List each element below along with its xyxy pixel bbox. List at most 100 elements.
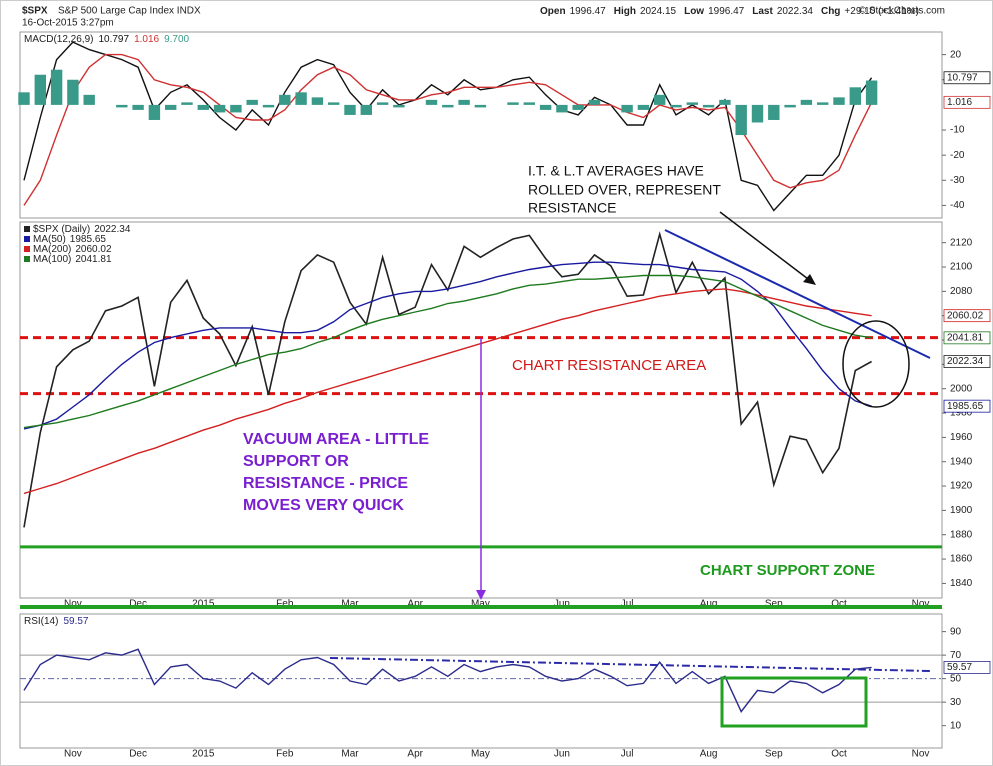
x-tick-label: Jul bbox=[621, 749, 634, 760]
annotation: MOVES VERY QUICK bbox=[243, 497, 404, 514]
histogram-bar bbox=[474, 104, 487, 108]
histogram-bar bbox=[116, 104, 128, 108]
stat-value: 1996.47 bbox=[570, 6, 607, 17]
y-tick-label: -20 bbox=[950, 150, 965, 161]
histogram-bar bbox=[327, 102, 340, 105]
x-tick-label: Oct bbox=[831, 599, 847, 610]
histogram-bar bbox=[670, 104, 682, 108]
y-tick-label: -40 bbox=[950, 200, 965, 211]
x-tick-label: 2015 bbox=[192, 749, 215, 760]
histogram-bar bbox=[164, 104, 177, 110]
histogram-bar bbox=[556, 104, 568, 113]
trend-line bbox=[664, 229, 931, 359]
histogram-bar bbox=[83, 94, 95, 105]
y-tick-label: 1880 bbox=[950, 529, 973, 540]
x-tick-label: Sep bbox=[765, 749, 783, 760]
x-tick-label: May bbox=[471, 599, 490, 610]
annotation: SUPPORT OR bbox=[243, 453, 349, 470]
series-line bbox=[23, 274, 872, 429]
value-tag-box bbox=[943, 71, 991, 85]
stat-value: 2024.15 bbox=[640, 6, 677, 17]
panel bbox=[19, 31, 943, 219]
legend-value: 1985.65 bbox=[70, 234, 107, 245]
y-tick-label: 1840 bbox=[950, 578, 973, 589]
histogram-bar bbox=[181, 102, 193, 105]
histogram-bar bbox=[442, 104, 454, 108]
legend: MA(50) 1985.65 bbox=[33, 234, 106, 245]
histogram-bar bbox=[458, 99, 470, 105]
annotations: I.T. & L.T AVERAGES HAVE ROLLED OVER, RE… bbox=[20, 163, 942, 728]
x-tick-label: Mar bbox=[341, 749, 359, 760]
y-tick-label: -30 bbox=[950, 175, 965, 186]
legend-swatch bbox=[24, 256, 30, 262]
legend-swatch bbox=[24, 236, 30, 242]
x-tick-label: Apr bbox=[407, 599, 423, 610]
value-tag: 2022.34 bbox=[947, 356, 984, 367]
x-tick-label: Apr bbox=[407, 749, 423, 760]
value-tag-box bbox=[943, 661, 991, 674]
x-tick-label: Jun bbox=[554, 749, 570, 760]
series-line bbox=[23, 648, 872, 713]
symbol: $SPX bbox=[22, 6, 48, 17]
arrow-head bbox=[476, 590, 486, 600]
series-line bbox=[23, 41, 873, 212]
value-tag: 2060.02 bbox=[947, 310, 984, 321]
histogram-bar bbox=[393, 104, 405, 108]
histogram-bar bbox=[67, 79, 79, 105]
stat-value: 2022.34 bbox=[777, 6, 814, 17]
histogram-bar bbox=[621, 104, 633, 113]
legend-value: 1.016 bbox=[134, 34, 159, 45]
x-tick-label: Aug bbox=[700, 749, 718, 760]
histogram-bar bbox=[751, 104, 764, 123]
histogram-bar bbox=[816, 102, 829, 105]
x-tick-label: Nov bbox=[64, 599, 82, 610]
histogram-bar bbox=[588, 99, 601, 105]
value-tag-box bbox=[943, 95, 991, 109]
annotation: I.T. & L.T AVERAGES HAVE bbox=[528, 163, 704, 179]
y-tick-label: 1980 bbox=[950, 408, 973, 419]
histogram-bar bbox=[311, 97, 324, 105]
x-tick-label: Sep bbox=[765, 599, 783, 610]
histogram-bar bbox=[653, 94, 666, 105]
histogram-bar bbox=[34, 74, 47, 105]
histogram-bar bbox=[132, 104, 144, 110]
histogram-bar bbox=[539, 104, 552, 110]
x-tick-label: Dec bbox=[129, 749, 147, 760]
stat-label: High bbox=[614, 6, 636, 17]
legend: $SPX (Daily) 2022.34 bbox=[33, 224, 131, 235]
legend: MA(100) 2041.81 bbox=[33, 254, 112, 265]
legend-name: MA(100) bbox=[33, 254, 71, 265]
y-tick-label: 10 bbox=[950, 720, 962, 731]
x-tick-label: Nov bbox=[912, 599, 930, 610]
arrow bbox=[719, 211, 813, 283]
trend-line bbox=[329, 657, 931, 672]
y-tick-label: 1920 bbox=[950, 481, 973, 492]
histogram-bar bbox=[18, 92, 30, 105]
series-line bbox=[23, 288, 872, 495]
histogram-bar bbox=[246, 99, 258, 105]
y-tick-label: 2000 bbox=[950, 383, 973, 394]
y-tick-label: -10 bbox=[950, 125, 965, 136]
legend: RSI(14) 59.57 bbox=[24, 616, 89, 627]
histogram-bar bbox=[686, 102, 699, 105]
x-tick-label: Dec bbox=[129, 599, 147, 610]
value-tag: 59.57 bbox=[947, 662, 972, 673]
histogram-bar bbox=[719, 99, 731, 105]
value-tag-box bbox=[943, 331, 991, 345]
stat-label: Open bbox=[540, 6, 566, 17]
source: © StockCharts.com bbox=[859, 6, 945, 17]
histogram-bar bbox=[148, 104, 161, 120]
annotation: CHART SUPPORT ZONE bbox=[700, 562, 875, 579]
x-tick-label: Feb bbox=[276, 749, 294, 760]
histogram-bar bbox=[279, 94, 291, 105]
x-tick-label: May bbox=[471, 749, 490, 760]
y-tick-label: 2100 bbox=[950, 262, 973, 273]
histogram-bar bbox=[800, 99, 813, 105]
legend-value: 9.700 bbox=[164, 34, 189, 45]
legend-name: $SPX (Daily) bbox=[33, 224, 90, 235]
y-tick-label: 1940 bbox=[950, 456, 973, 467]
legend-value: 2022.34 bbox=[94, 224, 131, 235]
stat-label: Last bbox=[752, 6, 773, 17]
annotation: VACUUM AREA - LITTLE bbox=[243, 431, 429, 448]
